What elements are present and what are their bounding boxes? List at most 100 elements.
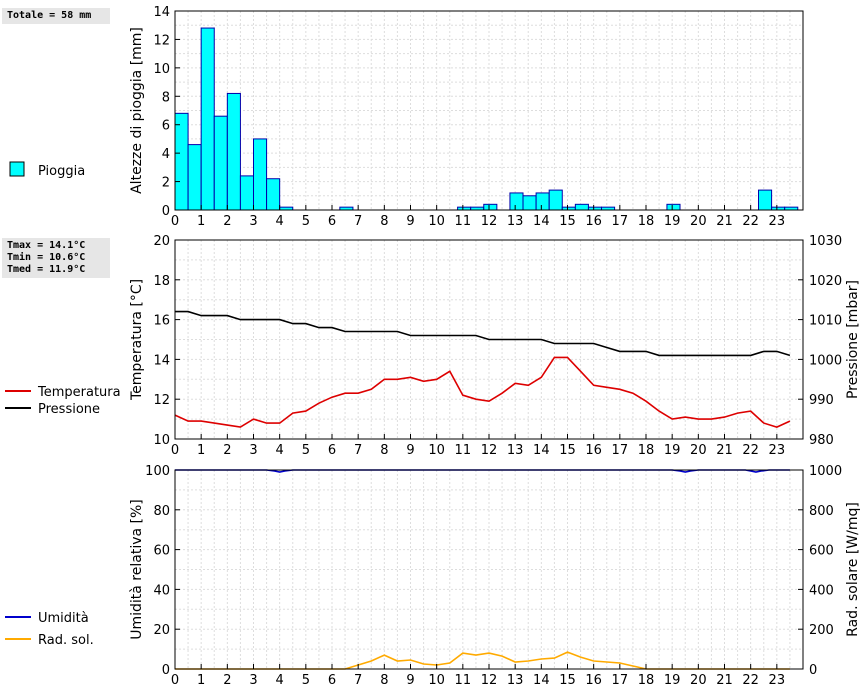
temp-xtick-label: 16 <box>585 443 602 458</box>
rain-bar <box>509 192 524 211</box>
rain-ylabel: Altezze di pioggia [mm] <box>129 27 145 194</box>
rain-total-badge: Totale = 58 mm <box>2 8 110 24</box>
temp-xtick-label: 17 <box>612 443 629 458</box>
temp-ytick-label: 18 <box>153 274 170 289</box>
hum-y2tick-label: 600 <box>809 544 834 559</box>
hum-ytick-label: 0 <box>162 663 170 678</box>
temp-xtick-label: 21 <box>716 443 733 458</box>
rain-xtick-label: 1 <box>197 214 205 229</box>
temp-xtick-label: 11 <box>455 443 472 458</box>
rain-xtick-label: 19 <box>664 214 681 229</box>
rain-xtick-label: 11 <box>455 214 472 229</box>
hum-xtick-label: 6 <box>328 673 336 688</box>
temp-xtick-label: 20 <box>690 443 707 458</box>
rain-xtick-label: 15 <box>559 214 576 229</box>
temp-ytick-label: 20 <box>153 234 170 249</box>
temp-xtick-label: 7 <box>354 443 362 458</box>
hum-xtick-label: 2 <box>223 673 231 688</box>
hum-xtick-label: 4 <box>276 673 284 688</box>
rain-xtick-label: 0 <box>171 214 179 229</box>
rain-xtick-label: 22 <box>742 214 759 229</box>
rain-ytick-label: 8 <box>162 90 170 105</box>
rain-bar <box>522 195 537 211</box>
temp-xtick-label: 23 <box>769 443 786 458</box>
hum-xtick-label: 3 <box>249 673 257 688</box>
rain-xtick-label: 2 <box>223 214 231 229</box>
rain-bar <box>226 92 241 211</box>
hum-ytick-label: 100 <box>145 464 170 479</box>
hum-xtick-label: 9 <box>406 673 414 688</box>
hum-xtick-label: 11 <box>455 673 472 688</box>
rain-bar <box>200 27 215 211</box>
rain-bar <box>187 144 202 211</box>
hum-xtick-label: 18 <box>638 673 655 688</box>
humidity-line <box>175 469 790 473</box>
temp-ytick-label: 14 <box>153 353 170 368</box>
legend-rain: Pioggia <box>9 161 85 179</box>
temp-xtick-label: 8 <box>380 443 388 458</box>
rain-ytick-label: 0 <box>162 204 170 219</box>
temperature-pressure-panel: 0 1 2 3 4 5 6 7 8 9 10 11 12 13 14 15 16 17 18 19 20 21 22 2310… <box>129 234 860 458</box>
rain-ytick-label: 14 <box>153 5 170 20</box>
legend-temperature: Temperatura <box>5 385 121 400</box>
hum-xtick-label: 21 <box>716 673 733 688</box>
hum-xtick-label: 7 <box>354 673 362 688</box>
hum-y2tick-label: 0 <box>809 663 817 678</box>
tmin-text: Tmin = 10.6°C <box>7 252 86 263</box>
hum-xtick-label: 17 <box>612 673 629 688</box>
temp-xtick-label: 18 <box>638 443 655 458</box>
rain-ytick-label: 2 <box>162 176 170 191</box>
legend-solar: Rad. sol. <box>5 633 94 648</box>
temp-xtick-label: 13 <box>507 443 524 458</box>
hum-y2tick-label: 400 <box>809 583 834 598</box>
rain-xtick-label: 8 <box>380 214 388 229</box>
hum-xtick-label: 22 <box>742 673 759 688</box>
hum-xtick-label: 10 <box>428 673 445 688</box>
temp-xtick-label: 15 <box>559 443 576 458</box>
hum-xtick-label: 14 <box>533 673 550 688</box>
hum-ytick-label: 80 <box>153 504 170 519</box>
temp-y2tick-label: 980 <box>809 433 834 448</box>
hum-xtick-label: 13 <box>507 673 524 688</box>
legend-humidity-label: Umidità <box>38 611 89 626</box>
rain-xtick-label: 5 <box>302 214 310 229</box>
temp-ytick-label: 10 <box>153 433 170 448</box>
hum-xtick-label: 5 <box>302 673 310 688</box>
tmax-text: Tmax = 14.1°C <box>7 240 86 251</box>
temperature-stats-badge: Tmax = 14.1°C Tmin = 10.6°C Tmed = 11.9°… <box>2 238 110 278</box>
hum-xtick-label: 1 <box>197 673 205 688</box>
rain-xtick-label: 21 <box>716 214 733 229</box>
temp-xtick-label: 6 <box>328 443 336 458</box>
hum-y2label: Rad. solare [W/mq] <box>845 502 860 637</box>
rain-ytick-label: 6 <box>162 119 170 134</box>
temp-xtick-label: 9 <box>406 443 414 458</box>
temp-xtick-label: 2 <box>223 443 231 458</box>
rain-xtick-label: 23 <box>769 214 786 229</box>
hum-xtick-label: 23 <box>769 673 786 688</box>
hum-xtick-label: 15 <box>559 673 576 688</box>
rain-xtick-label: 4 <box>276 214 284 229</box>
hum-ytick-label: 60 <box>153 544 170 559</box>
legend-humidity: Umidità <box>5 611 89 626</box>
temp-xtick-label: 5 <box>302 443 310 458</box>
solar-radiation-line <box>175 651 790 670</box>
rain-xtick-label: 10 <box>428 214 445 229</box>
hum-y2tick-label: 200 <box>809 623 834 638</box>
rain-xtick-label: 7 <box>354 214 362 229</box>
hum-xtick-label: 12 <box>481 673 498 688</box>
hum-ytick-label: 20 <box>153 623 170 638</box>
rain-ytick-label: 12 <box>153 33 170 48</box>
rain-bar <box>239 175 255 211</box>
temp-xtick-label: 19 <box>664 443 681 458</box>
legend-temperature-label: Temperatura <box>37 385 121 400</box>
temp-ytick-label: 12 <box>153 393 170 408</box>
rain-xtick-label: 9 <box>406 214 414 229</box>
temp-xtick-label: 3 <box>249 443 257 458</box>
rain-bar <box>213 115 228 211</box>
rain-xtick-label: 14 <box>533 214 550 229</box>
rain-xtick-label: 17 <box>612 214 629 229</box>
hum-xtick-label: 19 <box>664 673 681 688</box>
temp-ylabel: Temperatura [°C] <box>129 279 145 401</box>
humidity-solar-panel: 0 1 2 3 4 5 6 7 8 9 10 11 12 13 14 15 16 17 18 19 20 21 22 2302… <box>129 464 860 688</box>
temp-xtick-label: 4 <box>276 443 284 458</box>
